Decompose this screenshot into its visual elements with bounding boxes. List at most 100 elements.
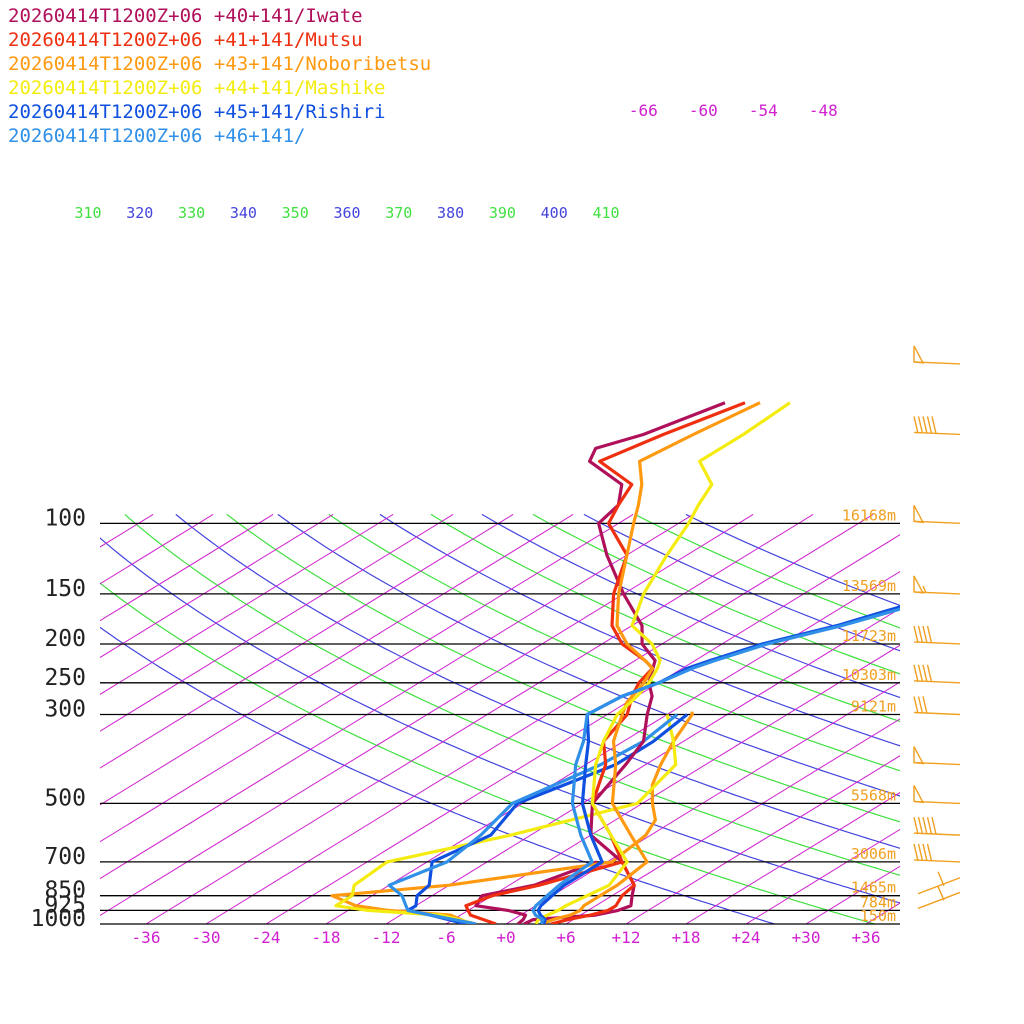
isotherm-line bbox=[100, 513, 754, 916]
isotherm-line bbox=[100, 513, 394, 695]
height-label: 1465m bbox=[851, 879, 896, 897]
dry-adiabat-line bbox=[328, 513, 900, 772]
dry-adiabat-line bbox=[277, 513, 900, 797]
dry-adiabat-line bbox=[175, 513, 900, 849]
wind-barb bbox=[917, 886, 961, 910]
wind-barb bbox=[913, 345, 961, 365]
wind-barb bbox=[913, 416, 961, 436]
isotherm-line bbox=[205, 513, 874, 924]
theta-label: 320 bbox=[126, 204, 153, 222]
pressure-label: 150 bbox=[44, 576, 86, 602]
wind-barb bbox=[917, 871, 961, 895]
isotherm-line bbox=[505, 681, 900, 924]
wind-barb bbox=[913, 746, 961, 766]
height-label: 13569m bbox=[842, 577, 896, 595]
theta-label: 370 bbox=[385, 204, 412, 222]
height-label: 16168m bbox=[842, 506, 896, 524]
pressure-label: 700 bbox=[44, 844, 86, 870]
pressure-label: 850 bbox=[44, 878, 86, 904]
temperature-line bbox=[540, 401, 761, 924]
isotherm-line bbox=[385, 607, 900, 924]
wind-barb bbox=[913, 575, 961, 595]
height-label: 5568m bbox=[851, 786, 896, 804]
isotherm-line bbox=[745, 828, 900, 924]
dry-adiabat-line bbox=[430, 513, 900, 723]
theta-label: 380 bbox=[437, 204, 464, 222]
dry-adiabat-line bbox=[100, 537, 900, 904]
dry-adiabat-line bbox=[481, 513, 900, 699]
wind-barb bbox=[913, 625, 961, 645]
temperature-line bbox=[531, 607, 900, 924]
isotherm-line bbox=[265, 534, 900, 924]
x-tick-label: +36 bbox=[852, 928, 881, 947]
isotherm-label: -66 bbox=[629, 101, 658, 120]
dewpoint-line bbox=[330, 711, 694, 924]
x-tick-label: +24 bbox=[732, 928, 761, 947]
isotherm-line bbox=[100, 513, 514, 769]
chart-legend: 20260414T1200Z+06 +40+141/Iwate 20260414T… bbox=[8, 4, 431, 148]
isotherm-line bbox=[100, 513, 454, 732]
theta-label: 310 bbox=[74, 204, 101, 222]
temperature-line bbox=[534, 401, 791, 924]
dry-adiabats bbox=[100, 513, 900, 924]
isotherm-line bbox=[986, 514, 1024, 924]
x-tick-label: +30 bbox=[792, 928, 821, 947]
x-tick-label: -6 bbox=[436, 928, 455, 947]
dewpoint-line bbox=[464, 860, 623, 924]
x-tick-label: -30 bbox=[192, 928, 221, 947]
wind-barb bbox=[913, 696, 961, 716]
pressure-label: 100 bbox=[44, 505, 86, 531]
pressure-label: 300 bbox=[44, 697, 86, 723]
dry-adiabat-line bbox=[583, 513, 900, 652]
height-label: 10303m bbox=[842, 666, 896, 684]
height-label: 150m bbox=[860, 907, 896, 925]
isotherm-line bbox=[625, 755, 900, 924]
isotherm-line bbox=[565, 718, 900, 924]
dewpoint-line bbox=[334, 714, 678, 924]
isotherm-line bbox=[100, 513, 214, 585]
theta-label: 410 bbox=[592, 204, 619, 222]
x-tick-label: +6 bbox=[556, 928, 575, 947]
dry-adiabat-line bbox=[379, 513, 900, 747]
wind-barb bbox=[913, 785, 961, 805]
theta-label: 350 bbox=[282, 204, 309, 222]
dewpoint-line bbox=[406, 713, 689, 924]
dry-adiabat-line bbox=[100, 582, 877, 924]
theta-label: 400 bbox=[541, 204, 568, 222]
pressure-label: 925 bbox=[44, 892, 86, 918]
wind-barb bbox=[913, 505, 961, 525]
theta-label: 330 bbox=[178, 204, 205, 222]
x-tick-label: +0 bbox=[496, 928, 515, 947]
pressure-label: 500 bbox=[44, 785, 86, 811]
isotherm-line bbox=[100, 513, 274, 622]
x-tick-label: -36 bbox=[132, 928, 161, 947]
pressure-label: 250 bbox=[44, 665, 86, 691]
isotherm-line bbox=[100, 513, 334, 659]
axis-labels: 100 16168m 150 13569m 200 11723m 250 10303m 300 9… bbox=[31, 101, 896, 947]
wind-barbs bbox=[913, 345, 961, 910]
isotherm-line bbox=[100, 513, 574, 806]
isotherm-line bbox=[685, 792, 900, 924]
isotherm-line bbox=[0, 514, 33, 924]
wind-barb bbox=[913, 664, 961, 684]
height-label: 9121m bbox=[851, 698, 896, 716]
temperature-line bbox=[523, 401, 726, 924]
legend-entry: 20260414T1200Z+06 +41+141/Mutsu bbox=[8, 29, 363, 51]
isotherm-label: -48 bbox=[809, 101, 838, 120]
dry-adiabat-line bbox=[124, 513, 900, 876]
dry-adiabat-line bbox=[226, 513, 900, 823]
theta-label: 390 bbox=[489, 204, 516, 222]
x-tick-label: -12 bbox=[372, 928, 401, 947]
isobars bbox=[100, 522, 900, 925]
wind-barb bbox=[913, 816, 961, 836]
wind-barb bbox=[913, 843, 961, 863]
pressure-label: 1000 bbox=[31, 906, 86, 932]
isotherm-line bbox=[445, 644, 900, 924]
isotherm-label: -54 bbox=[749, 101, 778, 120]
height-label: 784m bbox=[860, 893, 896, 911]
height-label: 11723m bbox=[842, 627, 896, 645]
legend-entry: 20260414T1200Z+06 +43+141/Noboribetsu bbox=[8, 53, 432, 75]
pressure-label: 200 bbox=[44, 626, 86, 652]
sounding-profiles bbox=[330, 401, 900, 924]
